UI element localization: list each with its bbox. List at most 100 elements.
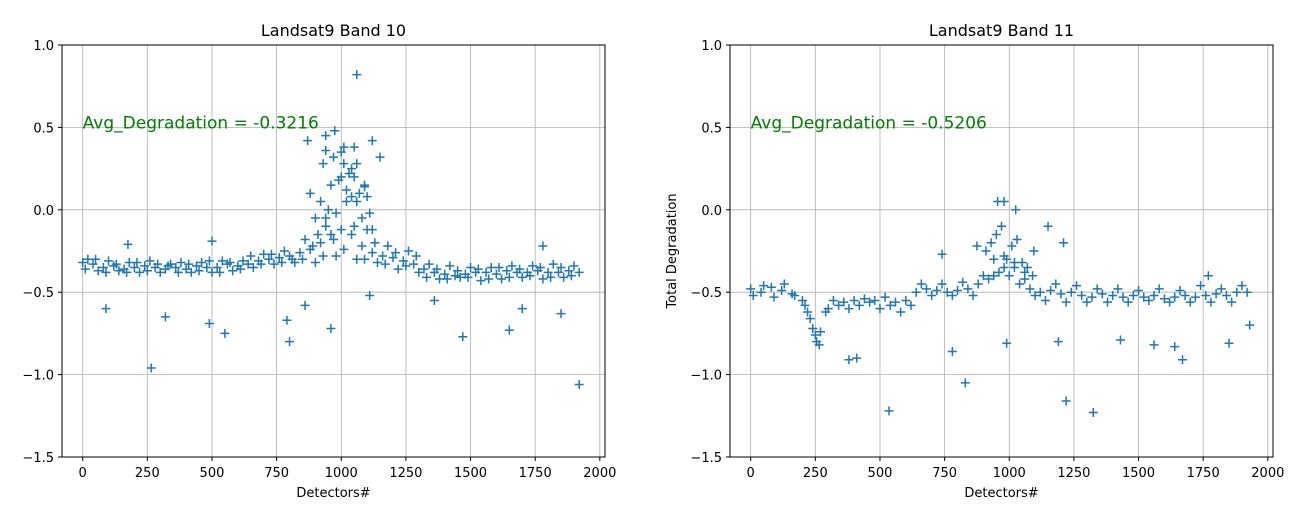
data-point: [155, 267, 165, 277]
y-tick-label: 0.5: [701, 121, 722, 136]
data-point: [318, 251, 328, 261]
data-point: [339, 159, 349, 169]
data-point: [1118, 292, 1128, 302]
data-point: [310, 213, 320, 223]
x-tick-label: 1500: [1122, 466, 1155, 481]
data-point: [546, 272, 556, 282]
data-point: [220, 328, 230, 338]
data-point: [391, 248, 401, 258]
data-point: [111, 259, 121, 269]
data-point: [1007, 241, 1017, 251]
data-point: [326, 323, 336, 333]
data-point: [515, 264, 525, 274]
data-point: [132, 258, 142, 268]
data-point: [329, 234, 338, 244]
data-point: [104, 256, 114, 266]
data-point: [269, 259, 279, 269]
y-tick-label: −0.5: [22, 286, 54, 301]
data-point: [1040, 295, 1050, 305]
data-point: [1149, 340, 1159, 350]
data-point: [1178, 355, 1187, 365]
data-point: [769, 292, 779, 302]
data-point: [375, 152, 385, 162]
data-point: [341, 185, 351, 195]
data-point: [1190, 292, 1200, 302]
data-point: [450, 271, 460, 281]
data-point: [300, 234, 310, 244]
data-point: [854, 300, 864, 310]
data-point: [759, 281, 769, 291]
data-point: [884, 406, 894, 416]
data-point: [235, 264, 245, 274]
data-point: [212, 262, 222, 272]
x-axis-label: Detectors#: [296, 486, 370, 501]
data-point: [259, 249, 269, 259]
data-point: [1012, 234, 1022, 244]
data-point: [1221, 290, 1231, 300]
data-point: [1128, 290, 1138, 300]
data-point: [88, 259, 98, 269]
data-point: [1053, 337, 1063, 347]
data-point: [135, 267, 145, 277]
data-point: [313, 230, 323, 240]
data-point: [380, 259, 390, 269]
data-point: [859, 294, 869, 304]
x-tick-label: 1000: [325, 466, 358, 481]
data-point: [341, 197, 351, 207]
data-point: [308, 241, 318, 251]
data-point: [347, 192, 357, 202]
data-point: [256, 259, 266, 269]
data-point: [334, 175, 344, 185]
data-point: [885, 300, 895, 310]
data-point: [1113, 284, 1123, 294]
data-point: [556, 262, 566, 272]
data-point: [114, 266, 124, 276]
data-point: [803, 307, 813, 317]
x-tick-label: 2000: [583, 466, 616, 481]
data-point: [538, 274, 548, 284]
data-point: [816, 327, 825, 337]
chart-band10: 0 250 500 750 1000 1250 1500 1750 2000 −1.5 −1.0 −0…: [22, 21, 616, 501]
data-point: [880, 292, 890, 302]
data-point: [1059, 238, 1069, 248]
data-point: [984, 274, 994, 284]
data-point: [748, 290, 758, 300]
avg-degradation-annotation: Avg_Degradation = -0.3216: [83, 113, 319, 133]
data-point: [146, 363, 156, 373]
data-point: [502, 266, 512, 276]
data-point: [906, 300, 916, 310]
y-tick-label: 0.0: [33, 204, 54, 219]
data-points: [746, 197, 1255, 418]
x-tick-label: 0: [79, 466, 87, 481]
data-point: [574, 379, 584, 389]
data-point: [429, 295, 439, 305]
data-point: [352, 254, 362, 264]
data-point: [1035, 287, 1045, 297]
data-point: [1056, 289, 1066, 299]
data-point: [445, 261, 455, 271]
data-point: [360, 254, 370, 264]
data-point: [1088, 408, 1098, 418]
data-point: [828, 295, 838, 305]
data-point: [1103, 297, 1113, 307]
x-tick-label: 2000: [1251, 466, 1284, 481]
data-point: [1139, 292, 1149, 302]
data-point: [140, 261, 150, 271]
data-point: [947, 347, 957, 357]
x-tick-label: 1750: [519, 466, 552, 481]
data-point: [497, 274, 507, 284]
data-point: [191, 261, 201, 271]
data-point: [466, 262, 476, 272]
data-point: [528, 261, 538, 271]
data-point: [339, 142, 349, 152]
y-tick-label: 1.0: [33, 39, 54, 54]
data-point: [204, 319, 214, 329]
data-point: [1015, 279, 1025, 289]
data-point: [1022, 262, 1032, 272]
data-point: [1196, 281, 1206, 291]
x-tick-label: 1250: [389, 466, 422, 481]
data-point: [266, 249, 276, 259]
data-point: [323, 205, 333, 215]
data-point: [279, 246, 289, 256]
